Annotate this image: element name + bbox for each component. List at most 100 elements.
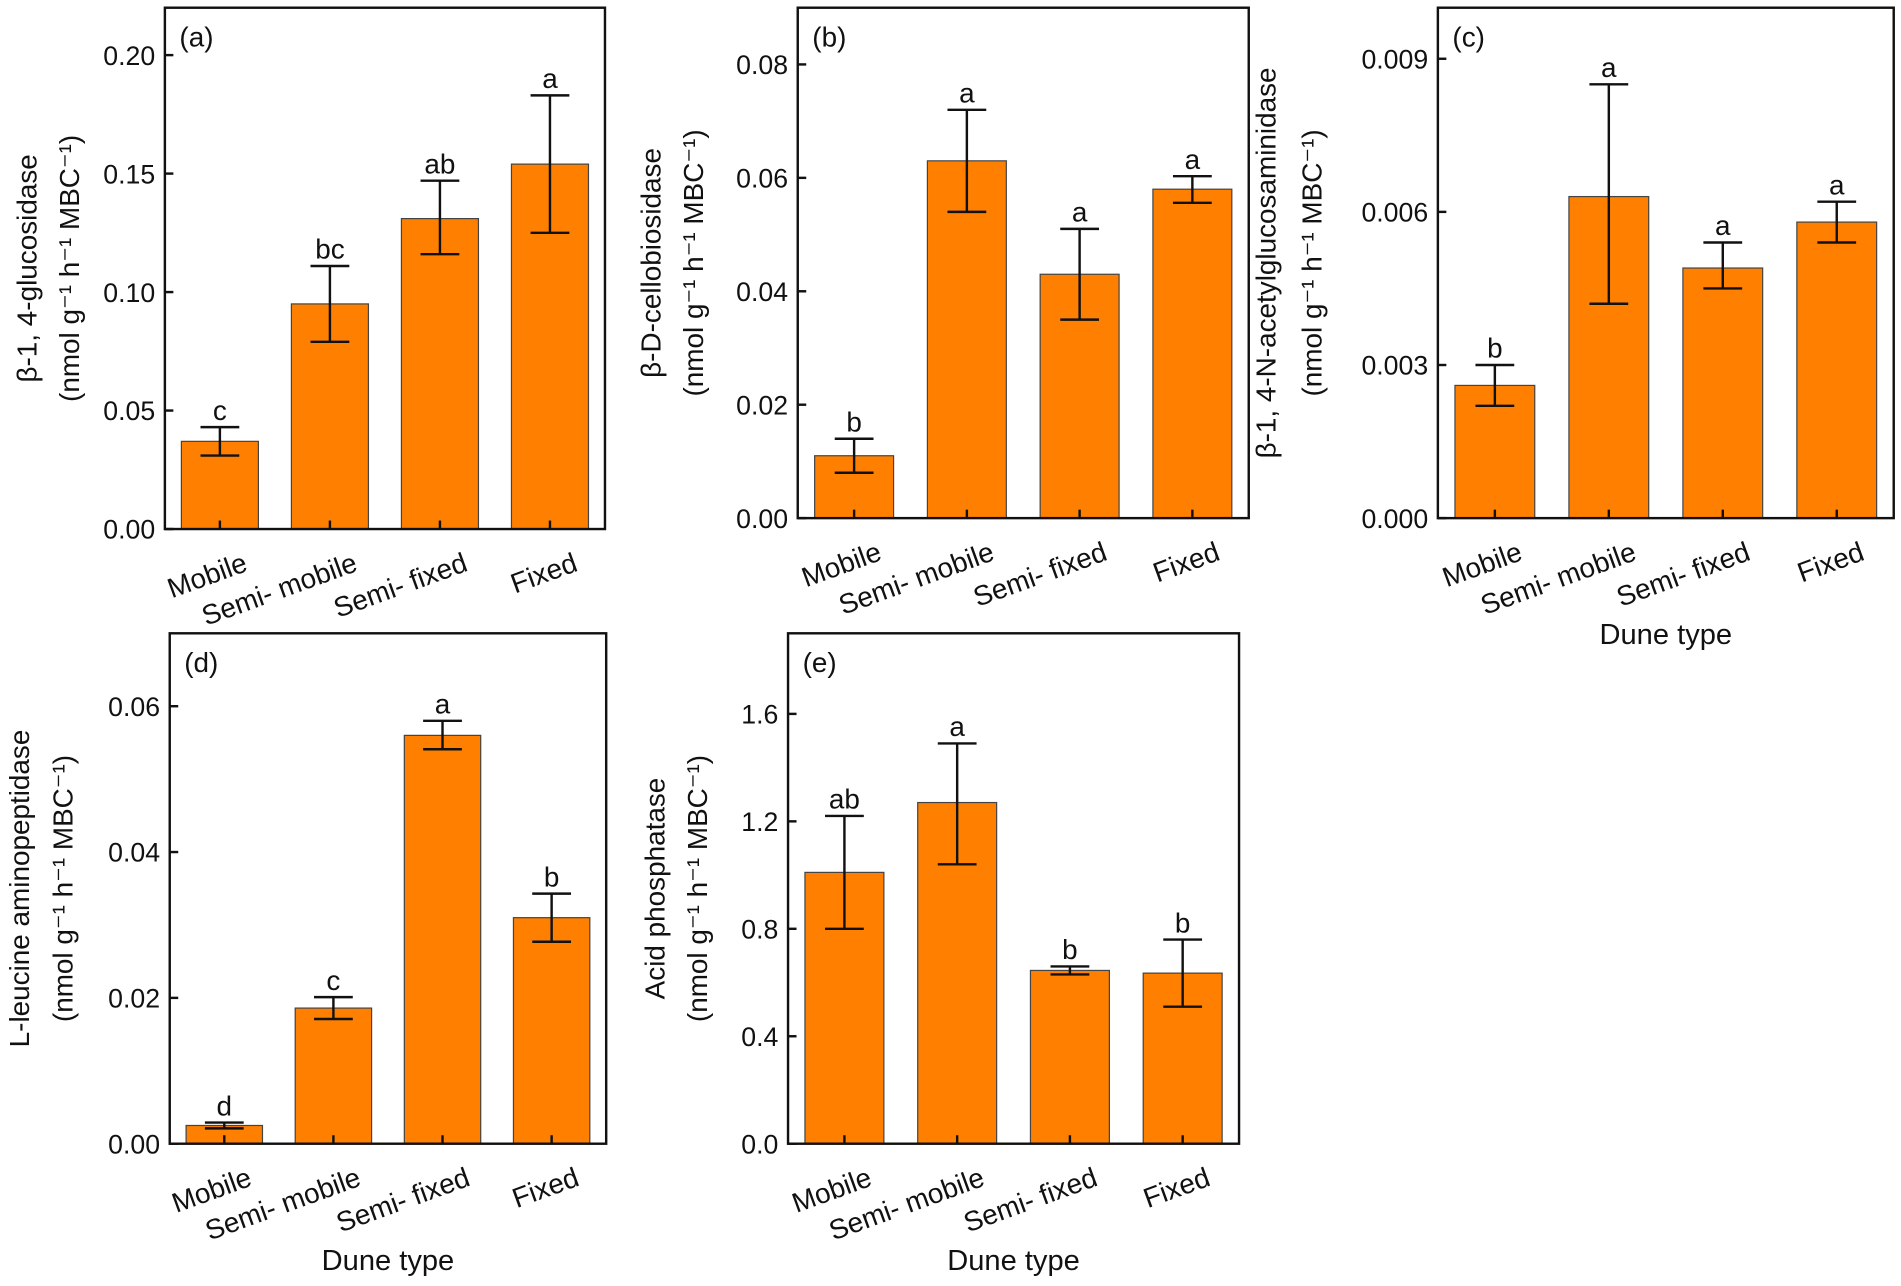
error-bar [1172,174,1212,205]
y-tick-label: 0.06 [736,164,788,194]
error-bar [825,814,864,931]
error-bar [204,1121,244,1130]
y-tick-label: 0.009 [1361,44,1428,74]
significance-letter: ab [829,784,860,815]
bar-semi-fixed [400,218,480,530]
bar-fixed [512,917,591,1145]
significance-letter: a [1829,169,1845,200]
y-tick-label: 0.8 [741,914,778,944]
plot-frame [1436,6,1895,520]
significance-letter: a [1601,52,1617,83]
significance-letter: c [213,395,227,426]
y-tick-label: 0.00 [103,515,155,545]
y-tick-label: 1.2 [741,807,778,837]
panel-label: (e) [803,647,837,678]
plot-frame [163,6,607,531]
x-tick-label: Fixed [1793,536,1868,588]
error-bar [937,742,977,866]
significance-letter: a [1715,210,1731,241]
y-tick-label: 0.003 [1361,351,1428,381]
significance-letter: ab [424,148,455,179]
y-axis-unit: (nmol g⁻¹ h⁻¹ MBC⁻¹) [48,755,79,1022]
y-tick-label: 0.20 [103,41,155,71]
y-axis-unit: (nmol g⁻¹ h⁻¹ MBC⁻¹) [54,135,85,402]
y-tick-label: 0.02 [736,390,788,420]
x-axis-title: Dune type [322,1245,455,1277]
error-bar [310,264,350,344]
y-axis-title: β-1, 4-N-acetylglucosaminidase [1250,67,1281,458]
significance-letter: a [949,711,965,742]
bar-semi-mobile [294,1007,373,1145]
y-tick-label: 0.4 [741,1022,778,1052]
plot-frame [786,632,1241,1145]
significance-letter: c [326,965,340,996]
x-tick-label: Fixed [506,547,581,599]
y-axis-title: β-1, 4-glucosidase [11,154,42,382]
y-tick-label: 0.000 [1361,504,1428,534]
x-tick-label: Fixed [508,1161,583,1213]
y-tick-label: 0.08 [736,50,788,80]
error-bar [1589,83,1629,305]
significance-letter: b [846,406,862,437]
bar-semi-fixed [1682,267,1764,519]
significance-letter: a [435,689,451,720]
y-tick-label: 0.006 [1361,198,1428,228]
y-tick-label: 0.15 [103,159,155,189]
error-bar [420,179,460,256]
y-axis-title: L-leucine aminopeptidase [4,730,35,1048]
y-tick-label: 0.04 [108,838,160,868]
significance-letter: b [1062,934,1078,965]
x-axis-title: Dune type [947,1245,1080,1277]
y-axis-unit: (nmol g⁻¹ h⁻¹ MBC⁻¹) [1296,129,1327,396]
significance-letter: d [217,1090,233,1121]
bar-fixed [1796,221,1878,519]
error-bar [530,94,570,235]
y-axis-title: β-D-cellobiosidase [636,148,667,378]
bar-mobile [1454,384,1536,519]
panel-label: (d) [184,647,218,678]
error-bar [314,995,353,1021]
significance-letter: a [542,63,558,94]
y-tick-label: 0.04 [736,277,788,307]
panel-label: (c) [1452,22,1485,53]
significance-letter: a [959,78,975,109]
error-bar [1817,200,1857,244]
x-axis-title: Dune type [1600,619,1733,651]
error-bar [1060,227,1100,321]
y-tick-label: 0.10 [103,278,155,308]
y-tick-label: 0.02 [108,984,160,1014]
panel-label: (a) [179,22,213,53]
x-tick-label: Fixed [1139,1161,1214,1213]
bar-semi-fixed [403,734,482,1145]
error-bar [1475,363,1515,408]
error-bar [200,425,240,457]
y-tick-label: 0.00 [108,1129,160,1159]
y-tick-label: 0.06 [108,692,160,722]
y-axis-title: Acid phosphatase [639,778,670,1000]
significance-letter: a [1185,144,1201,175]
error-bar [532,892,572,943]
significance-letter: b [1487,333,1503,364]
error-bar [423,719,462,751]
error-bar [947,108,987,214]
error-bar [1703,241,1743,290]
y-tick-label: 0.00 [736,504,788,534]
bar-semi-fixed [1029,969,1110,1145]
bar-semi-mobile [926,160,1007,519]
significance-letter: b [1175,907,1191,938]
significance-letter: a [1072,197,1088,228]
plot-frame [168,632,608,1145]
y-axis-unit: (nmol g⁻¹ h⁻¹ MBC⁻¹) [678,129,709,396]
x-tick-label: Fixed [1149,536,1224,588]
y-axis-unit: (nmol g⁻¹ h⁻¹ MBC⁻¹) [682,755,713,1022]
error-bar [1050,965,1090,976]
plot-frame [796,6,1250,520]
error-bar [834,437,874,474]
y-tick-label: 1.6 [741,700,778,730]
